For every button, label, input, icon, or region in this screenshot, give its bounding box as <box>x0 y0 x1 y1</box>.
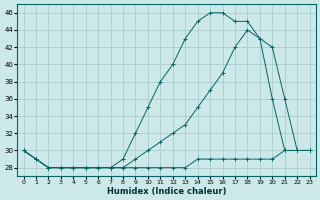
X-axis label: Humidex (Indice chaleur): Humidex (Indice chaleur) <box>107 187 226 196</box>
